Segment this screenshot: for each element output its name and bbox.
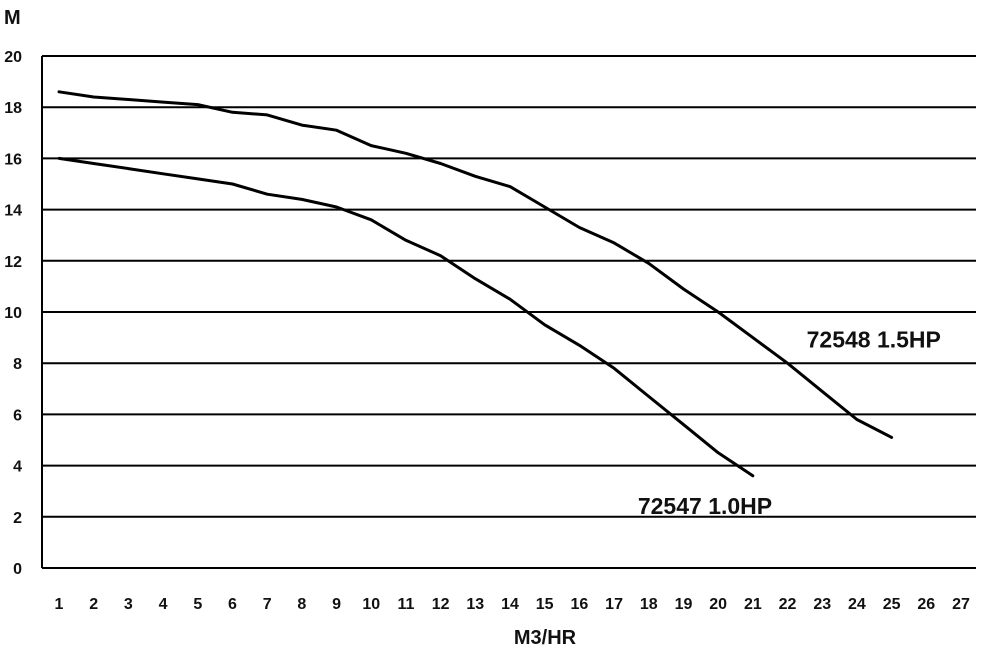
x-tick-label: 18: [640, 596, 658, 613]
x-tick-label: 14: [501, 596, 519, 613]
axes: [41, 56, 976, 569]
x-tick-label: 7: [263, 596, 272, 613]
x-tick-label: 10: [362, 596, 380, 613]
x-tick-label: 20: [709, 596, 727, 613]
x-tick-label: 11: [397, 596, 414, 613]
x-axis-title: M3/HR: [514, 627, 577, 649]
x-tick-label: 5: [193, 596, 202, 613]
series-line: [57, 156, 755, 478]
x-tick-labels: 1 2 3 4 5 6 7 8 9 10 11 12 13 14 15 16 17 18 19 20 21 22 23 24 2…: [55, 596, 970, 613]
y-tick-label: 0: [13, 561, 22, 578]
x-tick-label: 15: [536, 596, 554, 613]
x-tick-label: 1: [55, 596, 64, 613]
y-tick-label: 16: [4, 151, 22, 168]
x-tick-label: 23: [813, 596, 831, 613]
y-tick-label: 8: [13, 356, 22, 373]
x-tick-label: 19: [675, 596, 693, 613]
y-tick-labels: 0 2 4 6 8 10 12 14 16 18 20: [4, 49, 22, 578]
x-tick-label: 24: [848, 596, 866, 613]
x-tick-label: 13: [466, 596, 484, 613]
series-label: 72548 1.5HP: [807, 326, 941, 352]
x-tick-label: 22: [779, 596, 797, 613]
x-tick-label: 2: [89, 596, 98, 613]
series-label: 72547 1.0HP: [638, 493, 772, 519]
x-tick-label: 12: [432, 596, 450, 613]
x-tick-label: 4: [159, 596, 168, 613]
y-tick-label: 6: [13, 407, 22, 424]
x-tick-label: 25: [883, 596, 901, 613]
series-labels: 72548 1.5HP 72547 1.0HP: [638, 326, 941, 518]
gridlines: [42, 55, 976, 518]
x-tick-label: 6: [228, 596, 237, 613]
x-tick-label: 27: [952, 596, 970, 613]
y-tick-label: 2: [13, 510, 22, 527]
x-tick-label: 17: [605, 596, 623, 613]
x-tick-label: 3: [124, 596, 133, 613]
y-tick-label: 14: [4, 203, 22, 220]
x-tick-label: 8: [297, 596, 306, 613]
y-tick-label: 12: [4, 254, 22, 271]
series-line: [57, 90, 894, 439]
x-tick-label: 26: [917, 596, 935, 613]
y-tick-label: 18: [4, 100, 22, 117]
y-tick-label: 4: [13, 459, 22, 476]
x-tick-label: 16: [570, 596, 588, 613]
series-lines: [57, 90, 894, 478]
x-tick-label: 21: [744, 596, 762, 613]
y-tick-label: 20: [4, 49, 22, 66]
y-tick-label: 10: [4, 305, 22, 322]
y-axis-title: M: [4, 7, 21, 29]
x-tick-label: 9: [332, 596, 341, 613]
